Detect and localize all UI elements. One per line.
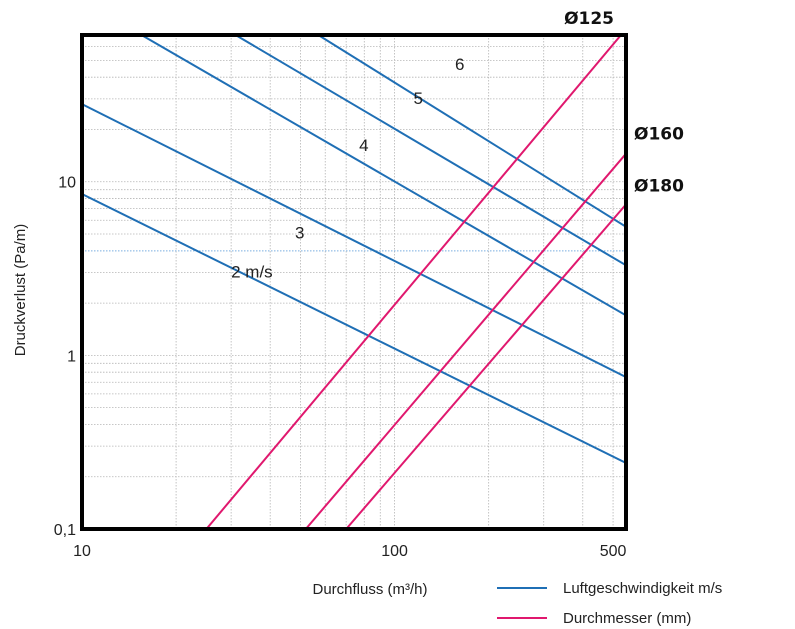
y-tick-label: 1 xyxy=(67,348,76,365)
legend-label: Luftgeschwindigkeit m/s xyxy=(563,580,722,597)
series-line-velocity xyxy=(235,35,626,267)
grid xyxy=(82,35,626,529)
series-line-velocity xyxy=(140,35,626,317)
velocity-label: 4 xyxy=(359,136,368,155)
y-axis-title: Druckverlust (Pa/m) xyxy=(12,224,29,357)
y-tick-label: 10 xyxy=(58,175,76,192)
legend-label: Durchmesser (mm) xyxy=(563,610,691,627)
x-axis-title: Durchfluss (m³/h) xyxy=(312,581,427,598)
legend: Luftgeschwindigkeit m/s Durchmesser (mm) xyxy=(497,580,722,627)
series-line-diameter xyxy=(305,153,626,529)
x-tick-label: 500 xyxy=(600,543,627,560)
diameter-label: Ø180 xyxy=(634,177,684,197)
diameter-label: Ø160 xyxy=(634,124,684,144)
series-line-velocity xyxy=(317,35,626,228)
series-line-diameter xyxy=(345,203,626,529)
velocity-label: 2 m/s xyxy=(231,263,273,282)
series-labels: 2 m/s 3 4 5 6 Ø125 Ø160 Ø180 xyxy=(231,9,684,282)
plot-frame xyxy=(80,33,628,531)
x-tick-label: 10 xyxy=(73,543,91,560)
series-group xyxy=(82,35,626,529)
y-tick-label: 0,1 xyxy=(54,522,76,539)
series-line-velocity xyxy=(82,193,626,464)
tick-labels: 10 100 500 0,1 1 10 xyxy=(54,175,627,560)
velocity-label: 3 xyxy=(295,224,304,243)
series-line-diameter xyxy=(205,35,622,529)
velocity-label: 5 xyxy=(414,89,423,108)
diameter-label: Ø125 xyxy=(564,9,614,29)
velocity-label: 6 xyxy=(455,55,464,74)
series-line-velocity xyxy=(82,103,626,378)
x-tick-label: 100 xyxy=(381,543,408,560)
